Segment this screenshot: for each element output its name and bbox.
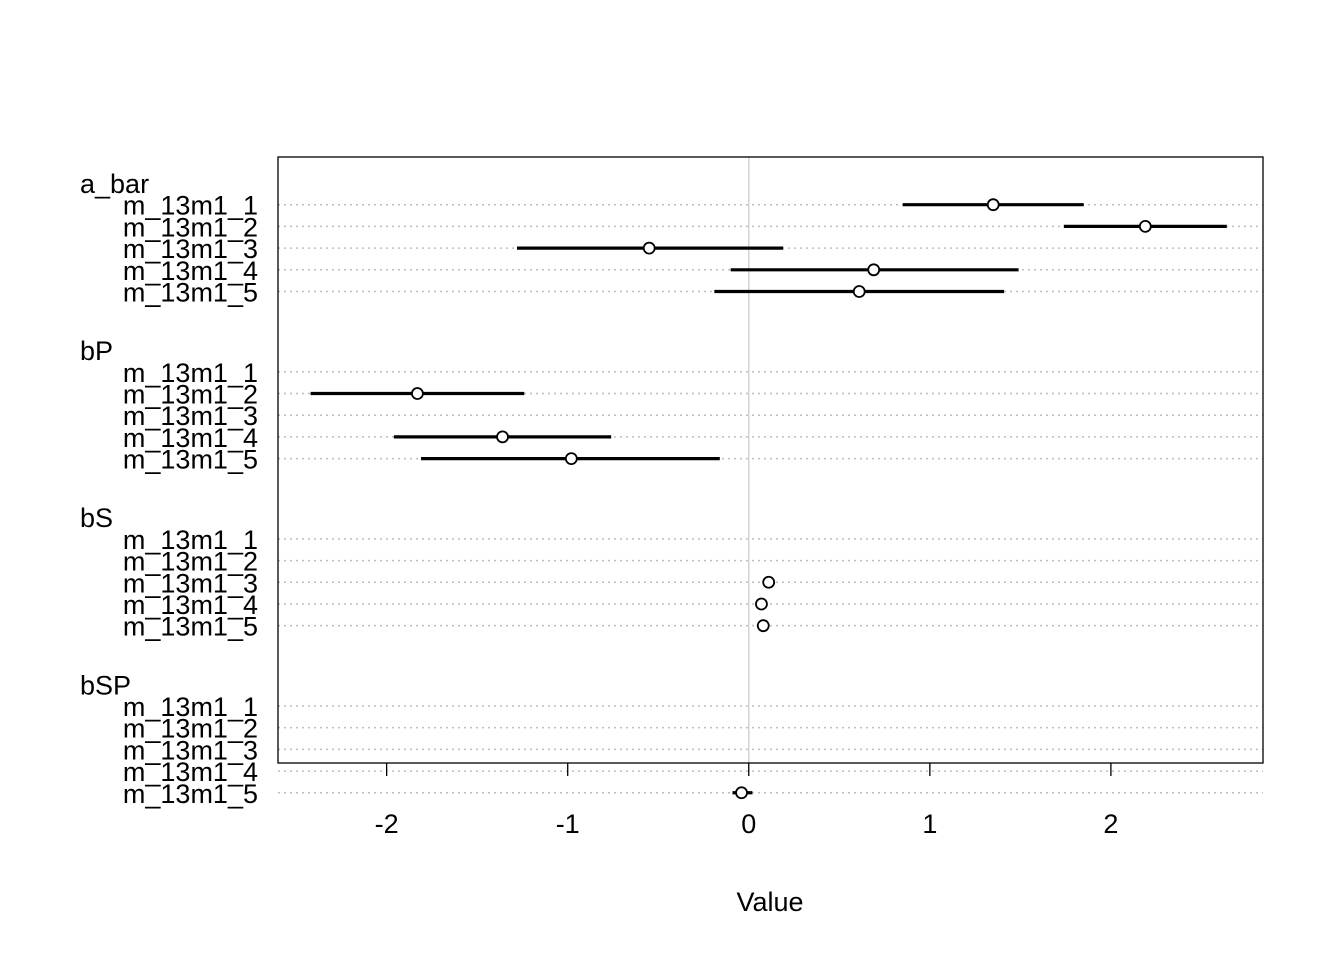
point-estimate [496,430,509,444]
row-label: m_13m1_3 [123,735,258,765]
x-tick-label: -1 [556,809,580,839]
group-label: a_bar [80,169,149,199]
plot-frame [277,156,1264,764]
row-label: m_13m1_2 [123,212,258,242]
row-label: m_13m1_4 [123,757,258,787]
row-label: m_13m1_5 [123,278,258,308]
row-label: m_13m1_2 [123,714,258,744]
row-label: m_13m1_5 [123,779,258,809]
point-estimate [411,387,424,400]
row-label: m_13m1_4 [123,590,258,620]
row-label: m_13m1_4 [123,423,258,453]
x-axis: -2 -1 0 1 2 [375,763,1118,839]
row-label: m_13m1_3 [123,401,258,431]
point-estimate [867,263,881,277]
point-estimate [986,198,1000,212]
point-estimate [735,786,748,800]
x-tick-label: 2 [1103,809,1118,839]
point-estimate [762,575,776,589]
point-estimate [642,241,656,255]
group-label: bP [80,336,113,366]
point-estimate [1138,219,1152,233]
point-estimate [755,597,768,611]
point-estimate [852,285,866,298]
point-estimates [411,198,1152,800]
x-tick-label: 0 [741,809,756,839]
row-label: m_13m1_3 [123,568,258,598]
row-label: m_13m1_1 [123,191,258,221]
point-estimate [756,619,770,633]
row-label: m_13m1_1 [123,358,258,388]
row-label: m_13m1_1 [123,692,258,722]
row-label: m_13m1_2 [123,379,258,409]
group-label: bS [80,503,113,533]
point-estimate [564,452,578,465]
interval-lines [310,203,1227,795]
row-label: m_13m1_4 [123,256,258,286]
row-label: m_13m1_5 [123,612,258,642]
x-tick-label: 1 [922,809,937,839]
row-label: m_13m1_5 [123,445,258,475]
row-label: m_13m1_2 [123,547,258,577]
row-labels: a_barm_13m1_1m_13m1_2m_13m1_3m_13m1_4m_1… [80,169,258,809]
x-tick-label: -2 [375,809,399,839]
row-label: m_13m1_1 [123,525,258,555]
x-axis-title: Value [736,887,803,917]
group-label: bSP [80,670,131,700]
row-label: m_13m1_3 [123,234,258,264]
